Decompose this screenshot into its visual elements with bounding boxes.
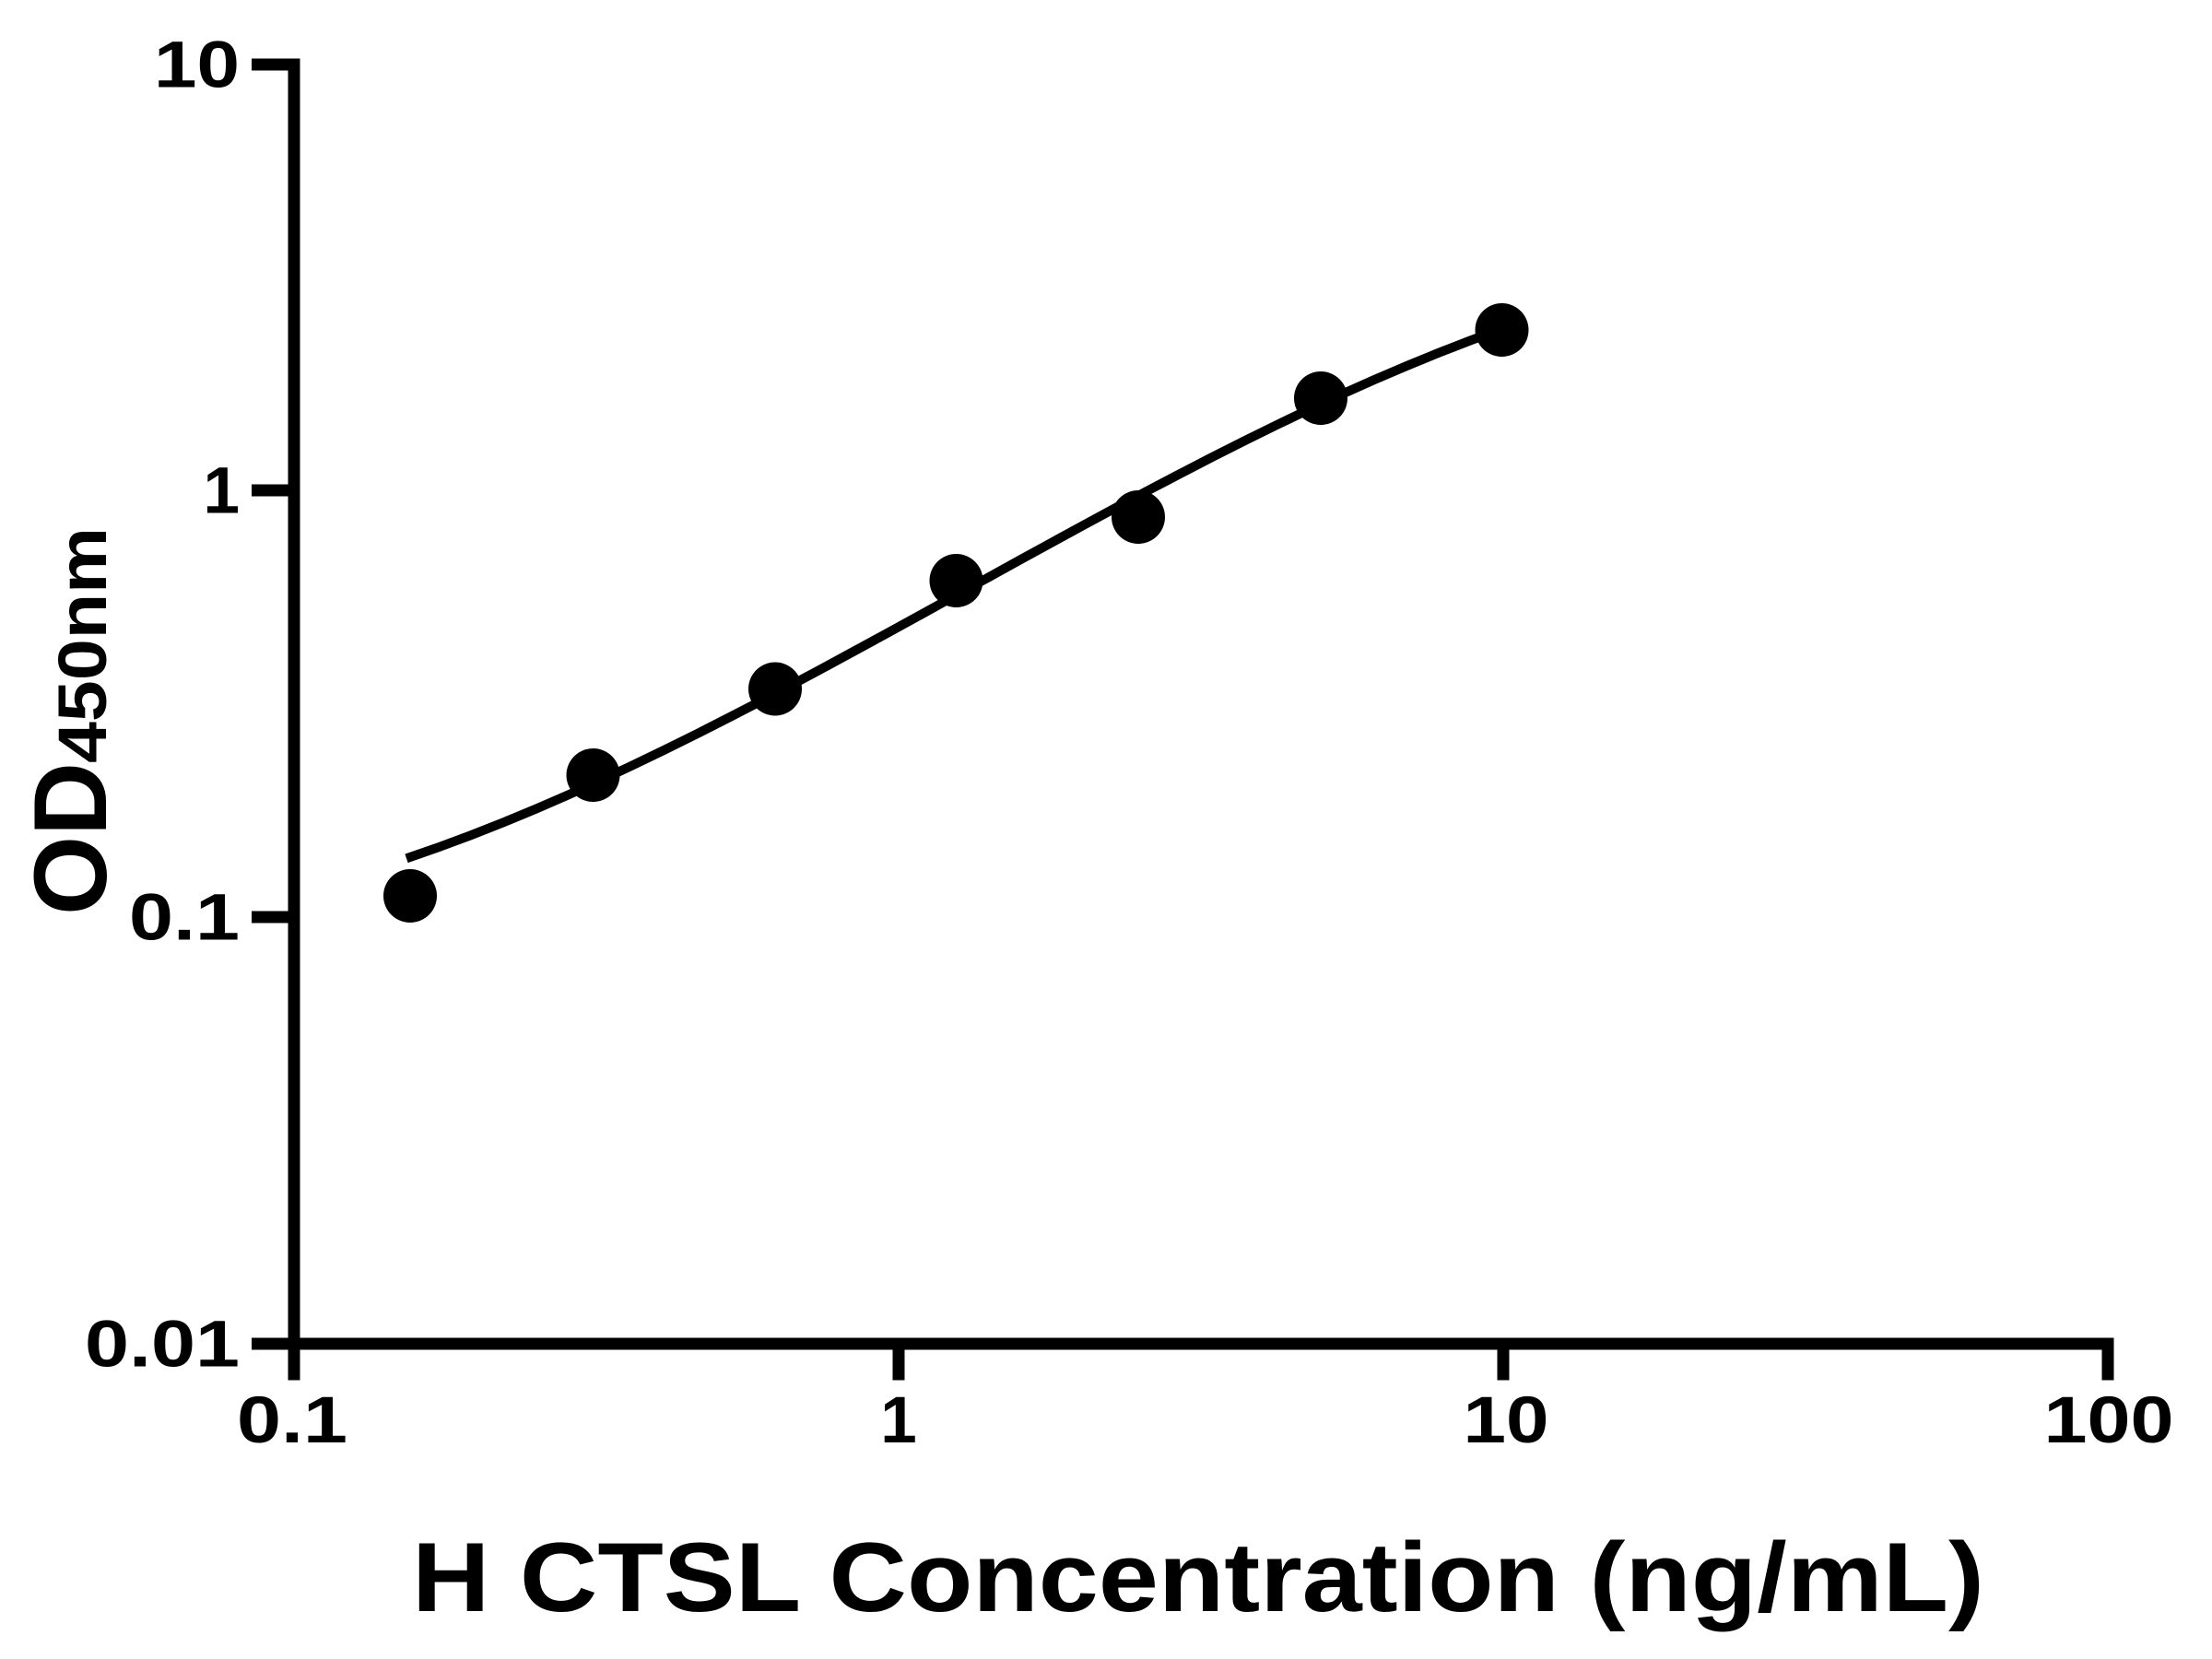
svg-text:H CTSL Concentration (ng/mL): H CTSL Concentration (ng/mL) bbox=[412, 1522, 1984, 1632]
svg-text:0.1: 0.1 bbox=[129, 882, 240, 955]
svg-text:0.1: 0.1 bbox=[237, 1384, 347, 1457]
svg-text:10: 10 bbox=[154, 29, 240, 102]
svg-text:100: 100 bbox=[2044, 1384, 2174, 1457]
svg-text:1: 1 bbox=[204, 455, 241, 528]
svg-text:1: 1 bbox=[880, 1384, 917, 1457]
svg-text:OD: OD bbox=[13, 762, 128, 915]
svg-text:0.01: 0.01 bbox=[85, 1309, 240, 1382]
svg-text:450nm: 450nm bbox=[44, 527, 121, 763]
svg-text:10: 10 bbox=[1464, 1384, 1549, 1457]
